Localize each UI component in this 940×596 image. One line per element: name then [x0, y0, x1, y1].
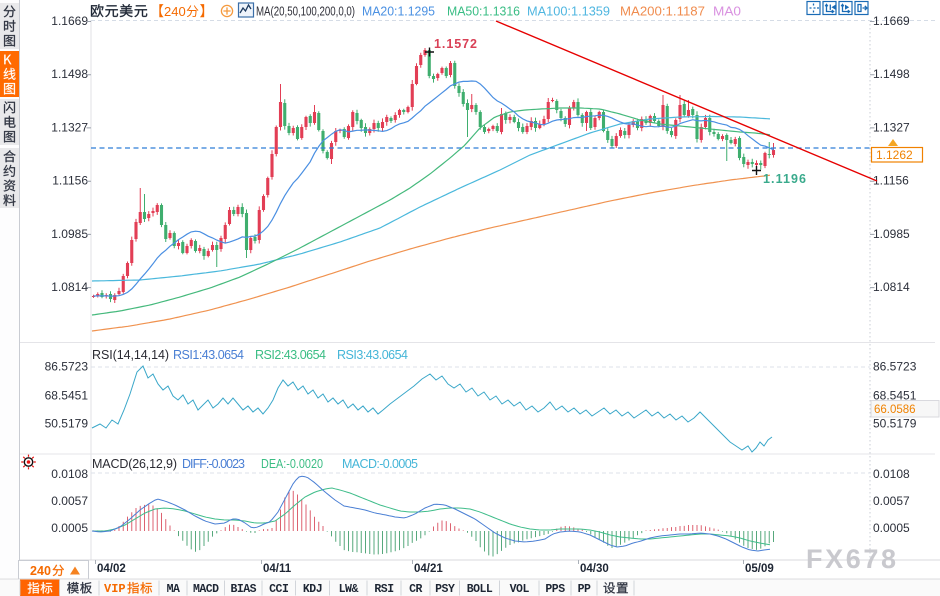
svg-text:1.1498: 1.1498 — [51, 67, 88, 81]
svg-text:1.1327: 1.1327 — [51, 120, 88, 134]
svg-text:PPS: PPS — [545, 583, 565, 596]
svg-text:DIFF:-0.0023: DIFF:-0.0023 — [182, 457, 245, 471]
svg-text:MACD: MACD — [193, 583, 219, 596]
svg-text:0.0108: 0.0108 — [873, 467, 910, 481]
svg-text:BIAS: BIAS — [230, 583, 256, 596]
svg-text:RSI1:43.0654: RSI1:43.0654 — [173, 348, 244, 362]
svg-text:MA200:1.1187: MA200:1.1187 — [620, 5, 705, 19]
svg-text:RSI: RSI — [374, 583, 394, 596]
svg-text:0.0057: 0.0057 — [873, 494, 910, 508]
svg-text:1.1262: 1.1262 — [876, 148, 913, 162]
svg-text:MACD:-0.0005: MACD:-0.0005 — [342, 457, 418, 471]
svg-text:FX678: FX678 — [806, 544, 896, 574]
svg-text:DEA:-0.0020: DEA:-0.0020 — [261, 457, 323, 471]
svg-text:86.5723: 86.5723 — [873, 359, 917, 373]
svg-text:PSY: PSY — [435, 583, 455, 596]
svg-text:KDJ: KDJ — [303, 583, 322, 596]
svg-text:CCI: CCI — [269, 583, 289, 596]
svg-text:MA100:1.1359: MA100:1.1359 — [527, 5, 610, 19]
svg-text:MA20:1.1295: MA20:1.1295 — [362, 5, 435, 19]
svg-text:MA: MA — [167, 583, 180, 596]
svg-text:1.1196: 1.1196 — [763, 172, 806, 186]
svg-text:0.0108: 0.0108 — [51, 467, 88, 481]
svg-text:1.1156: 1.1156 — [52, 174, 88, 188]
svg-text:MACD(26,12,9): MACD(26,12,9) — [92, 457, 177, 471]
svg-text:68.5451: 68.5451 — [45, 388, 89, 402]
svg-text:1.1669: 1.1669 — [51, 14, 88, 28]
svg-text:240: 240 — [30, 564, 51, 578]
svg-text:PP: PP — [578, 583, 591, 596]
svg-text:MA0: MA0 — [713, 5, 741, 19]
svg-text:RSI2:43.0654: RSI2:43.0654 — [255, 348, 326, 362]
svg-text:0.0057: 0.0057 — [51, 494, 88, 508]
svg-text:04/02: 04/02 — [97, 563, 126, 575]
svg-text:50.5179: 50.5179 — [45, 416, 89, 430]
svg-text:1.1327: 1.1327 — [873, 120, 910, 134]
svg-text:RSI(14,14,14): RSI(14,14,14) — [92, 348, 169, 362]
svg-text:1.1156: 1.1156 — [873, 174, 909, 188]
svg-text:1.1572: 1.1572 — [434, 37, 477, 51]
svg-text:CR: CR — [409, 583, 422, 596]
svg-text:240: 240 — [164, 4, 186, 19]
svg-text:LW&: LW& — [339, 583, 359, 596]
svg-text:04/21: 04/21 — [414, 563, 443, 575]
svg-text:50.5179: 50.5179 — [873, 416, 917, 430]
svg-text:66.0586: 66.0586 — [874, 404, 916, 416]
svg-text:MA50:1.1316: MA50:1.1316 — [447, 5, 520, 19]
svg-text:86.5723: 86.5723 — [45, 359, 89, 373]
svg-text:MA(20,50,100,200,0,0): MA(20,50,100,200,0,0) — [256, 5, 355, 19]
svg-text:04/30: 04/30 — [580, 563, 609, 575]
svg-text:1.0814: 1.0814 — [51, 280, 88, 294]
svg-text:VOL: VOL — [510, 583, 530, 596]
svg-text:0.0005: 0.0005 — [51, 521, 88, 535]
svg-text:68.5451: 68.5451 — [873, 388, 917, 402]
svg-text:05/09: 05/09 — [745, 563, 774, 575]
svg-text:1.0814: 1.0814 — [873, 280, 910, 294]
svg-text:1.0985: 1.0985 — [873, 227, 910, 241]
svg-text:BOLL: BOLL — [467, 583, 493, 596]
svg-text:0.0005: 0.0005 — [873, 521, 910, 535]
svg-text:1.1498: 1.1498 — [873, 67, 910, 81]
svg-text:1.0985: 1.0985 — [51, 227, 88, 241]
svg-text:RSI3:43.0654: RSI3:43.0654 — [337, 348, 408, 362]
svg-text:04/11: 04/11 — [263, 563, 292, 575]
svg-text:1.1669: 1.1669 — [873, 14, 910, 28]
svg-text:VIP: VIP — [104, 582, 126, 596]
